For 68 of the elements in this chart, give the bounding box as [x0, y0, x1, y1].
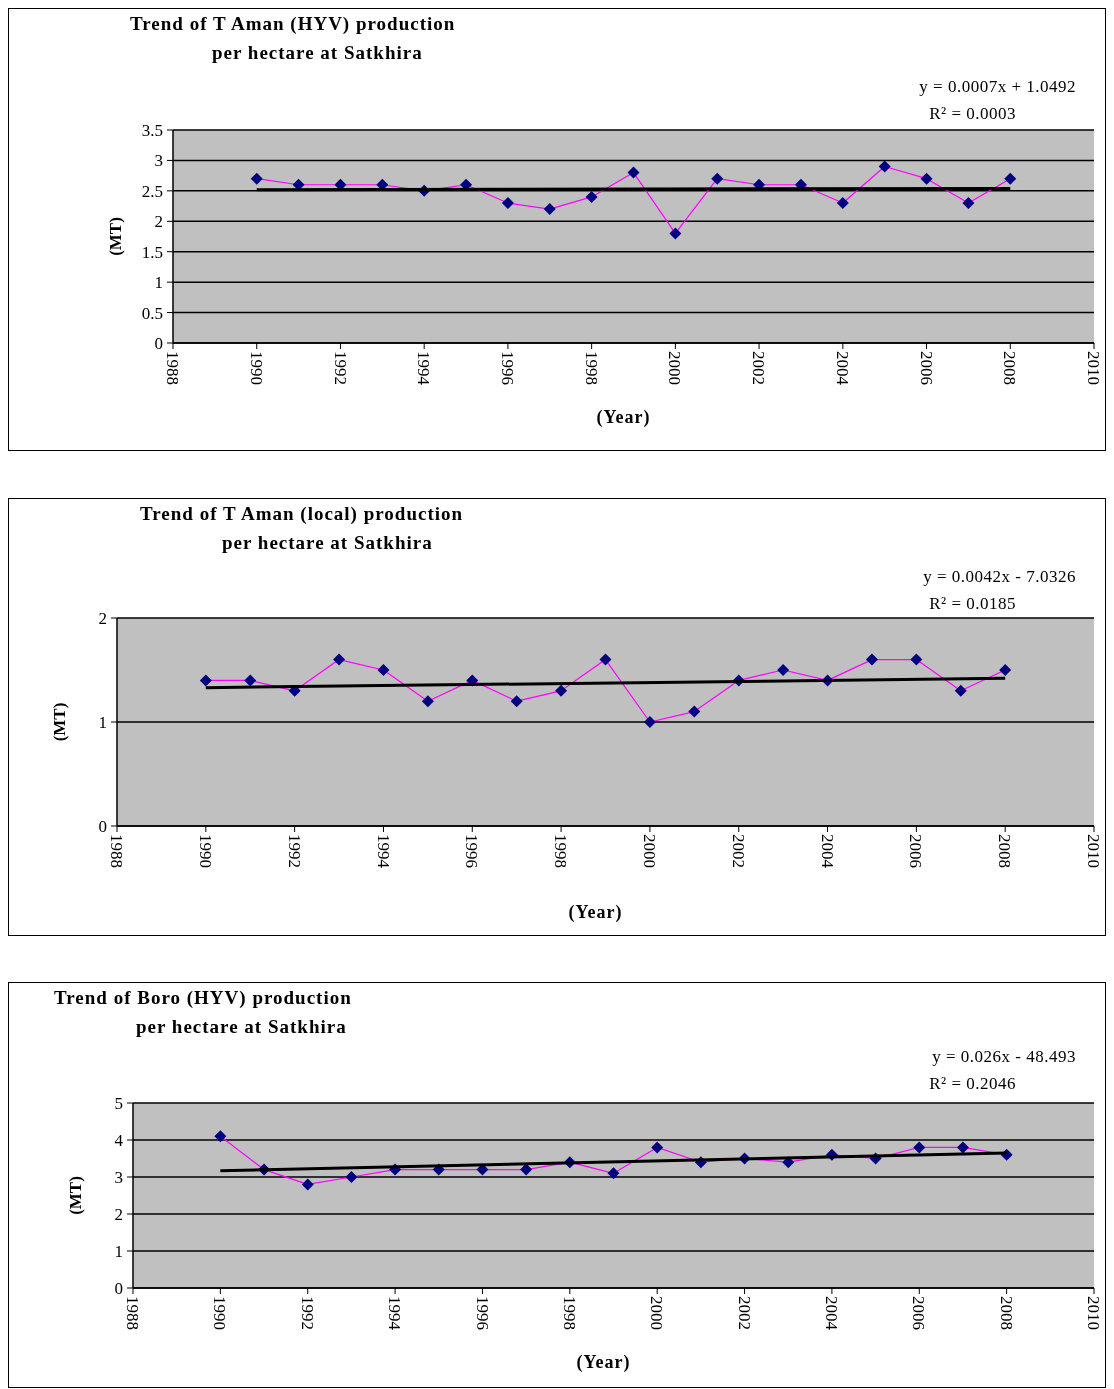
x-tick-label: 1992: [330, 351, 350, 385]
x-tick-label: 2004: [817, 834, 837, 869]
x-tick-label: 1994: [385, 1296, 405, 1331]
x-tick-label: 2004: [821, 1296, 841, 1331]
y-tick-label: 2: [114, 1204, 123, 1224]
y-tick-label: 2.5: [141, 181, 163, 201]
y-tick-label: 1: [114, 1241, 123, 1261]
y-tick-label: 3: [154, 151, 163, 171]
text: R² = 0.0185: [929, 594, 1016, 613]
x-tick-label: 1996: [462, 834, 482, 868]
text: y = 0.0007x + 1.0492: [919, 77, 1076, 96]
y-tick-label: 1: [154, 273, 163, 293]
x-tick-label: 2006: [909, 1296, 929, 1330]
x-tick-label: 2002: [749, 351, 769, 385]
y-tick-label: 4: [114, 1130, 124, 1150]
y-tick-label: 2: [154, 212, 163, 232]
x-tick-label: 2000: [647, 1296, 667, 1330]
y-axis-title: (MT): [50, 702, 69, 742]
x-axis-title: (Year): [568, 902, 623, 923]
y-tick-label: 2: [98, 608, 107, 628]
x-tick-label: 1992: [284, 834, 304, 868]
x-tick-label: 1990: [195, 834, 215, 868]
x-tick-label: 2006: [916, 351, 936, 385]
x-tick-label: 2004: [832, 351, 852, 386]
text: y = 0.0042x - 7.0326: [923, 567, 1076, 586]
text: R² = 0.0003: [929, 104, 1016, 123]
y-tick-label: 3.5: [141, 120, 163, 140]
x-tick-label: 1988: [123, 1296, 143, 1330]
x-axis-title: (Year): [596, 407, 651, 428]
y-tick-label: 0: [114, 1278, 123, 1298]
x-tick-label: 2010: [1084, 351, 1104, 385]
x-tick-label: 1990: [246, 351, 266, 385]
x-tick-label: 2010: [1084, 834, 1104, 868]
x-tick-label: 2002: [728, 834, 748, 868]
y-tick-label: 1.5: [141, 242, 163, 262]
y-axis-title: (MT): [106, 217, 125, 256]
x-tick-label: 1998: [581, 351, 601, 385]
x-tick-label: 2000: [665, 351, 685, 385]
y-tick-label: 0: [98, 816, 107, 836]
y-tick-label: 0.5: [141, 303, 163, 323]
text: y = 0.026x - 48.493: [932, 1047, 1076, 1066]
x-tick-label: 1996: [497, 351, 517, 385]
x-tick-label: 1998: [551, 834, 571, 868]
x-tick-label: 1994: [373, 834, 393, 869]
x-tick-label: 1988: [107, 834, 127, 868]
x-tick-label: 2002: [734, 1296, 754, 1330]
x-tick-label: 2008: [996, 1296, 1016, 1330]
y-tick-label: 3: [114, 1167, 123, 1187]
x-tick-label: 2008: [995, 834, 1015, 868]
x-tick-label: 2000: [639, 834, 659, 868]
x-tick-label: 2010: [1084, 1296, 1104, 1330]
y-tick-label: 5: [114, 1093, 123, 1113]
chart-title: Trend of Boro (HYV) production per hectare at Satkhira: [54, 987, 352, 1037]
x-tick-label: 1990: [210, 1296, 230, 1330]
chart-title: Trend of T Aman (HYV) production per hectare at Satkhira: [130, 13, 456, 63]
x-tick-label: 1992: [297, 1296, 317, 1330]
x-tick-label: 1998: [559, 1296, 579, 1330]
text: R² = 0.2046: [929, 1074, 1016, 1093]
chart-title: Trend of T Aman (local) production per hectare at Satkhira: [140, 503, 464, 553]
x-tick-label: 2008: [1000, 351, 1020, 385]
x-tick-label: 1994: [414, 351, 434, 386]
y-tick-label: 0: [154, 333, 163, 353]
x-axis-title: (Year): [576, 1352, 631, 1373]
x-tick-label: 1996: [472, 1296, 492, 1330]
y-axis-title: (MT): [66, 1176, 85, 1215]
x-tick-label: 2006: [906, 834, 926, 868]
y-tick-label: 1: [98, 712, 107, 732]
x-tick-label: 1988: [163, 351, 183, 385]
